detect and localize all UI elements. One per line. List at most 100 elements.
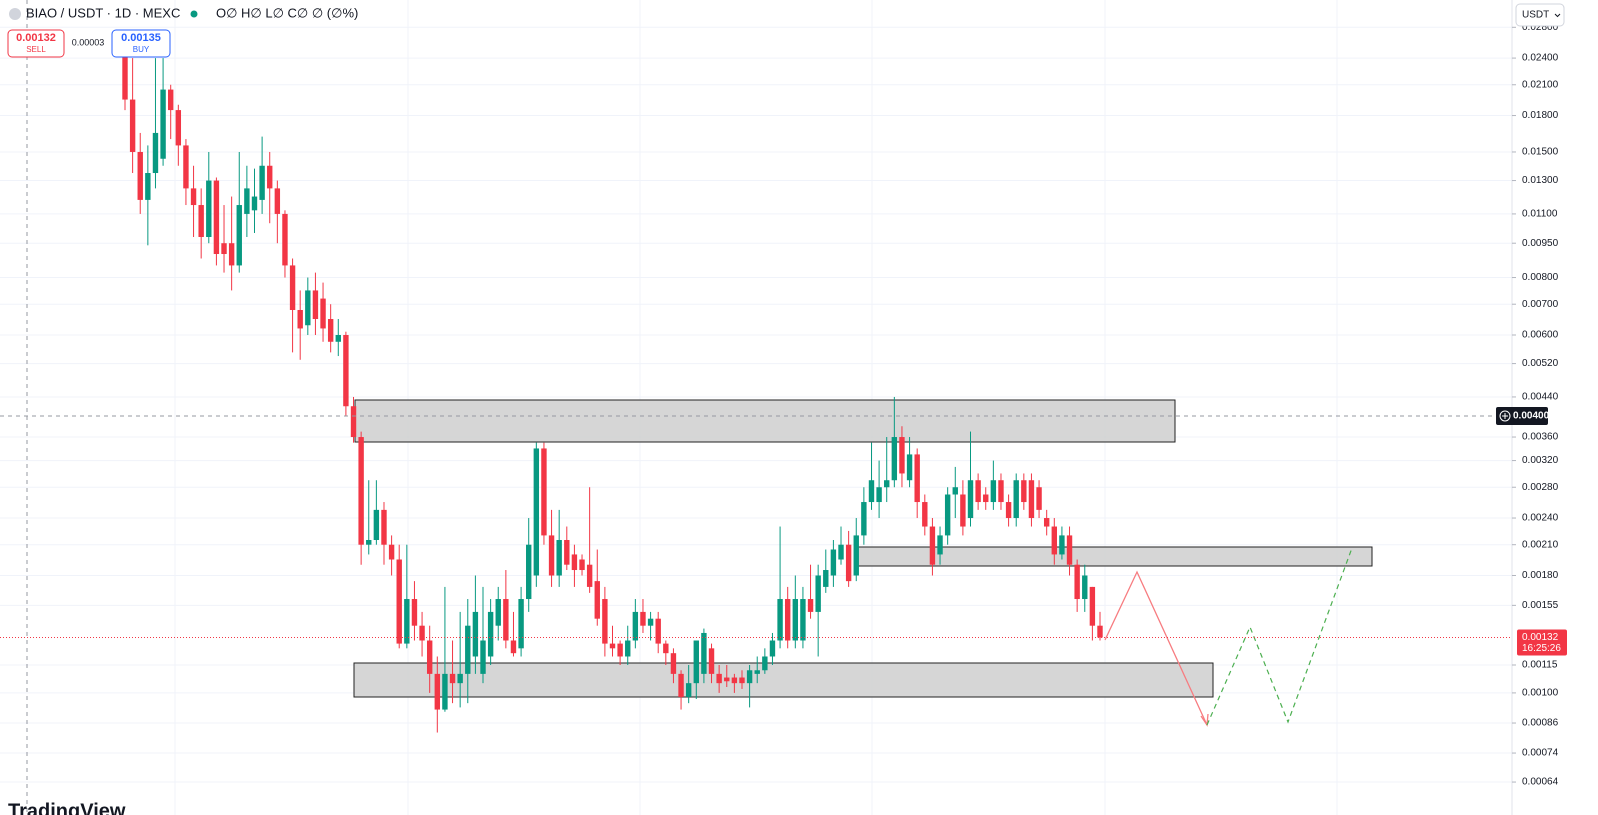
candle-body	[1097, 625, 1103, 638]
zone	[354, 399, 1176, 443]
candle-body	[983, 494, 989, 503]
candle-body	[868, 480, 875, 503]
candle-body	[244, 188, 250, 214]
candle-body	[1005, 502, 1012, 519]
candle-body	[465, 625, 471, 674]
candle-body	[305, 290, 311, 326]
candle-body	[411, 599, 418, 626]
candle-body	[967, 480, 974, 519]
candle-body	[609, 643, 616, 649]
candle-body	[884, 480, 890, 488]
candle-body	[251, 196, 258, 211]
candle-body	[366, 540, 372, 545]
candle-body	[312, 290, 319, 320]
candle-body	[259, 165, 265, 200]
candle-body	[937, 535, 943, 555]
candle-body	[160, 89, 166, 159]
y-tick-label: 0.00064	[1522, 777, 1559, 788]
candle-body	[952, 487, 958, 495]
currency-select[interactable]: USDT	[1515, 3, 1565, 27]
y-tick-label: 0.00115	[1522, 660, 1558, 671]
y-tick-label: 0.00360	[1522, 432, 1559, 443]
candle-body	[830, 549, 837, 576]
buy-box[interactable]	[111, 29, 171, 58]
candle-body	[906, 454, 913, 481]
candle-body	[137, 151, 143, 200]
candle-body	[480, 640, 486, 674]
candle-body	[701, 632, 707, 674]
candle-body	[929, 526, 936, 565]
candle-body	[754, 670, 760, 674]
candle-body	[571, 554, 578, 571]
sell-button[interactable]: 0.00132 SELL	[7, 29, 65, 58]
sell-box[interactable]	[7, 29, 65, 58]
candle-body	[404, 599, 410, 644]
candle-body	[320, 298, 326, 329]
y-tick-label: 0.00800	[1522, 272, 1559, 283]
candle-body	[823, 570, 829, 587]
candle-body	[1089, 586, 1096, 626]
y-tick-label: 0.00520	[1522, 358, 1559, 369]
candle-body	[602, 599, 608, 644]
candle-body	[663, 643, 669, 654]
y-tick-label: 0.00100	[1522, 688, 1559, 699]
candle-body	[914, 454, 920, 503]
candle-body	[617, 643, 623, 657]
candle-body	[853, 535, 859, 576]
sell-price[interactable]: 0.00132	[16, 32, 56, 44]
candle-body	[335, 335, 341, 342]
candle-body	[990, 480, 997, 503]
y-tick-label: 0.00320	[1522, 455, 1559, 466]
chevron[interactable]	[1554, 13, 1561, 18]
currency-box[interactable]	[1515, 3, 1565, 27]
candle-body	[1082, 575, 1088, 600]
candle-body	[792, 599, 799, 641]
candle-body	[274, 188, 281, 214]
buy-price[interactable]: 0.00135	[121, 32, 161, 44]
currency[interactable]: USDT	[1522, 10, 1549, 21]
candle-body	[373, 509, 380, 541]
candle-body	[495, 599, 501, 626]
candle-body	[922, 502, 928, 527]
candle-body	[1043, 518, 1050, 527]
candle-body	[267, 165, 273, 189]
y-tick-label: 0.00074	[1522, 748, 1559, 759]
candle-body	[678, 673, 684, 697]
candle-body	[358, 437, 364, 545]
candle-body	[503, 599, 509, 641]
candle-body	[168, 89, 174, 111]
candle-body	[129, 99, 136, 152]
candle-body	[564, 540, 570, 565]
spread: 0.00003	[72, 37, 105, 47]
candle-body	[944, 494, 951, 536]
candle-body	[960, 494, 966, 527]
candle-body	[899, 437, 905, 474]
projections	[1104, 547, 1353, 727]
y-tick-label: 0.00086	[1522, 718, 1559, 729]
candle-body	[716, 673, 722, 684]
candle-body	[1051, 526, 1057, 555]
buy-label[interactable]: BUY	[133, 45, 150, 54]
sell-label[interactable]: SELL	[26, 45, 46, 54]
zones	[353, 399, 1373, 698]
candle-body	[457, 673, 463, 684]
candle-body	[586, 564, 593, 587]
y-tick-label: 0.00600	[1522, 330, 1559, 341]
candle-body	[510, 640, 517, 654]
candle-body	[122, 49, 128, 100]
last-price-label: 0.00132	[1522, 632, 1559, 643]
y-tick-label: 0.00155	[1522, 600, 1559, 611]
y-tick-label: 0.00210	[1522, 539, 1559, 550]
candle-body	[1021, 480, 1027, 503]
candle-body	[861, 502, 867, 536]
buy-button[interactable]: 0.00135 BUY	[111, 29, 171, 58]
candle-body	[487, 611, 494, 657]
candle-body	[289, 265, 296, 310]
candle-body	[419, 625, 425, 641]
candle-body	[731, 677, 738, 684]
y-tick-label: 0.01500	[1522, 147, 1559, 158]
candle-body	[655, 618, 661, 644]
candle-body	[800, 599, 806, 641]
y-tick-label: 0.01800	[1522, 110, 1559, 121]
candle-body	[183, 145, 189, 189]
